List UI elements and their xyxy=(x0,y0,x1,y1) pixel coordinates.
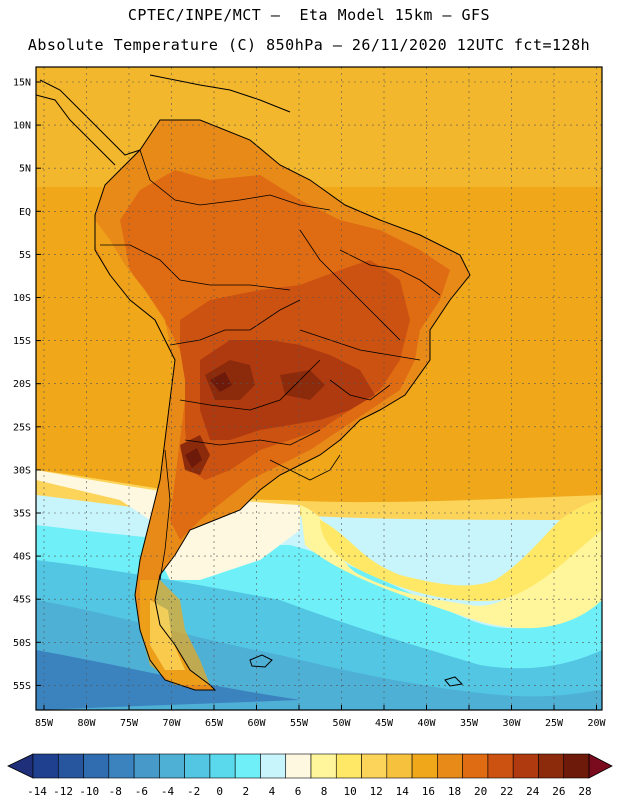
longitude-labels: 85W 80W 75W 70W 65W 60W 55W 50W 45W 40W 35W 30W 25W 2… xyxy=(35,705,607,729)
colorbar-label: 6 xyxy=(295,785,302,798)
colorbar-label: -2 xyxy=(187,785,200,798)
colorbar-label: 0 xyxy=(216,785,223,798)
latitude-labels: 15N 10N 5N EQ 5S 10S 15S 20S 25S 30S 35S 40S 45S 50S 5… xyxy=(13,78,41,692)
lon-label: 70W xyxy=(162,718,181,729)
lon-label: 50W xyxy=(332,718,351,729)
colorbar-label: 10 xyxy=(343,785,356,798)
colorbar-label: 4 xyxy=(269,785,276,798)
colorbar-label: -4 xyxy=(161,785,175,798)
colorbar-swatch xyxy=(462,753,489,779)
colorbar-swatch xyxy=(335,753,362,779)
colorbar-swatch xyxy=(32,753,59,779)
lat-lon-grid xyxy=(36,67,602,710)
coastline xyxy=(36,74,471,691)
lon-label: 20W xyxy=(587,718,606,729)
colorbar-swatch xyxy=(512,753,539,779)
colorbar-label: 2 xyxy=(242,785,249,798)
lat-label: 15S xyxy=(13,336,31,347)
colorbar-swatch xyxy=(538,753,565,779)
map-title-line1: CPTEC/INPE/MCT — Eta Model 15km — GFS xyxy=(127,6,491,24)
colorbar-swatch xyxy=(563,753,590,779)
colorbar-label: 8 xyxy=(321,785,328,798)
lat-label: 5S xyxy=(19,250,31,261)
lon-label: 60W xyxy=(247,718,266,729)
lon-label: 75W xyxy=(120,718,139,729)
colorbar-label: 20 xyxy=(474,785,487,798)
colorbar-label: 24 xyxy=(526,785,540,798)
lat-label: 15N xyxy=(13,78,31,89)
colorbar-label: 26 xyxy=(552,785,565,798)
colorbar-swatch xyxy=(108,753,135,779)
colorbar-low-arrow xyxy=(7,753,34,779)
lat-label: 35S xyxy=(13,509,31,520)
lon-label: 40W xyxy=(417,718,436,729)
lat-label: 5N xyxy=(19,164,31,175)
lat-label: 45S xyxy=(13,595,31,606)
colorbar-label: -14 xyxy=(27,785,47,798)
colorbar-swatch xyxy=(57,753,84,779)
colorbar-swatch xyxy=(285,753,312,779)
colorbar: -14 -12 -10 -8 -6 -4 -2 0 2 4 6 8 10 12 14 16 18 20 22 24 26… xyxy=(7,753,613,798)
colorbar-swatch xyxy=(184,753,211,779)
colorbar-swatch xyxy=(487,753,514,779)
lon-label: 35W xyxy=(460,718,479,729)
lat-label: 50S xyxy=(13,638,31,649)
colorbar-label: 12 xyxy=(370,785,383,798)
lon-label: 45W xyxy=(375,718,394,729)
colorbar-swatch xyxy=(411,753,438,779)
lat-label: 55S xyxy=(13,681,31,692)
lon-label: 65W xyxy=(205,718,224,729)
lon-label: 25W xyxy=(545,718,564,729)
colorbar-swatch xyxy=(83,753,110,779)
colorbar-swatch xyxy=(260,753,287,779)
colorbar-label: 18 xyxy=(448,785,461,798)
lat-label: 30S xyxy=(13,465,31,476)
colorbar-label: -12 xyxy=(53,785,73,798)
lon-label: 30W xyxy=(502,718,521,729)
colorbar-label: -6 xyxy=(135,785,148,798)
colorbar-swatch xyxy=(310,753,337,779)
lat-label: EQ xyxy=(19,207,31,218)
colorbar-label: 16 xyxy=(422,785,435,798)
colorbar-label: 28 xyxy=(578,785,591,798)
colorbar-label: 22 xyxy=(500,785,513,798)
colorbar-swatch xyxy=(159,753,185,779)
colorbar-high-arrow xyxy=(588,753,613,779)
lat-label: 10S xyxy=(13,293,31,304)
colorbar-label: 14 xyxy=(396,785,410,798)
colorbar-swatch xyxy=(133,753,160,779)
lat-label: 40S xyxy=(13,552,31,563)
colorbar-swatch xyxy=(209,753,236,779)
lat-label: 20S xyxy=(13,379,31,390)
map-frame xyxy=(35,66,603,711)
colorbar-label: -8 xyxy=(109,785,122,798)
colorbar-label: -10 xyxy=(79,785,99,798)
colorbar-swatch xyxy=(234,753,261,779)
colorbar-swatch xyxy=(361,753,388,779)
lat-label: 10N xyxy=(13,121,31,132)
temperature-field xyxy=(36,67,602,710)
lat-label: 25S xyxy=(13,422,31,433)
lon-label: 55W xyxy=(290,718,309,729)
lon-label: 80W xyxy=(77,718,96,729)
colorbar-swatch xyxy=(437,753,463,779)
map-title-line2: Absolute Temperature (C) 850hPa — 26/11/… xyxy=(27,36,591,54)
lon-label: 85W xyxy=(35,718,54,729)
colorbar-swatch xyxy=(386,753,413,779)
country-borders xyxy=(100,149,441,581)
